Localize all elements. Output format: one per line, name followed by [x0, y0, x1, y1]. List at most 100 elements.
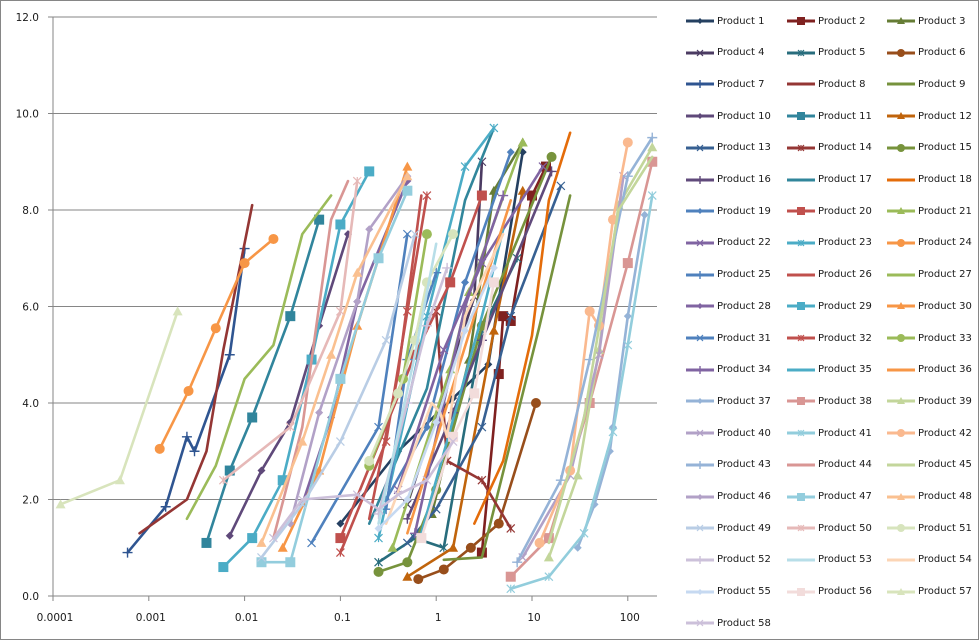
series-41	[506, 191, 657, 594]
legend-label: Product 38	[818, 395, 872, 407]
legend-swatch-icon	[787, 397, 815, 406]
legend-swatch-icon	[686, 429, 714, 437]
legend-swatch-icon	[787, 463, 815, 467]
legend-swatch-icon	[686, 334, 714, 342]
legend-swatch-icon	[686, 18, 714, 24]
legend-label: Product 26	[818, 269, 872, 281]
legend-item: Product 29	[786, 298, 872, 314]
series-11	[201, 214, 325, 548]
legend-label: Product 21	[918, 205, 972, 217]
legend-label: Product 17	[818, 174, 872, 185]
series-53	[377, 242, 438, 525]
legend-swatch-icon	[887, 558, 915, 562]
legend-item: Product 19	[685, 203, 771, 219]
legend-label: Product 48	[918, 491, 972, 502]
legend-item: Product 25	[685, 267, 771, 283]
legend-swatch-icon	[887, 273, 915, 277]
legend-label: Product 24	[918, 237, 972, 249]
legend-label: Product 13	[717, 142, 771, 154]
legend-item: Product 44	[786, 457, 872, 473]
legend-item: Product 38	[786, 393, 872, 409]
legend-swatch-icon	[887, 587, 915, 595]
legend-swatch-icon	[686, 80, 714, 89]
legend-item: Product 1	[685, 13, 765, 29]
legend-swatch-icon	[887, 178, 915, 181]
series-57	[55, 306, 183, 509]
y-tick-label: 4.0	[22, 398, 39, 410]
legend-item: Product 37	[685, 393, 771, 409]
legend-label: Product 53	[818, 554, 872, 566]
legend-swatch-icon	[787, 82, 815, 86]
legend-item: Product 39	[886, 393, 972, 409]
legend-swatch-icon	[887, 207, 915, 215]
legend-item: Product 33	[886, 330, 972, 346]
legend-swatch-icon	[686, 524, 714, 532]
legend-item: Product 45	[886, 457, 972, 473]
legend-label: Product 54	[918, 554, 972, 566]
y-tick-label: 2.0	[22, 495, 39, 507]
legend-swatch-icon	[787, 239, 815, 247]
legend-label: Product 30	[918, 300, 972, 312]
legend-swatch-icon	[787, 558, 815, 562]
legend-swatch-icon	[787, 17, 815, 25]
legend-item: Product 22	[685, 235, 771, 251]
legend-swatch-icon	[887, 334, 915, 342]
legend-swatch-icon	[686, 270, 714, 279]
legend-label: Product 12	[918, 110, 972, 122]
series-32	[335, 191, 432, 557]
legend-swatch-icon	[686, 460, 714, 469]
legend-item: Product 7	[685, 76, 765, 92]
y-tick-label: 8.0	[22, 205, 39, 217]
legend-label: Product 22	[717, 237, 771, 249]
legend-item: Product 40	[685, 425, 771, 441]
legend-label: Product 51	[918, 522, 972, 534]
legend-swatch-icon	[887, 143, 915, 152]
legend-item: Product 57	[886, 584, 972, 600]
legend-label: Product 10	[717, 110, 771, 122]
legend-swatch-icon	[686, 398, 714, 405]
x-tick-label: 1	[435, 612, 442, 624]
legend-item: Product 14	[786, 140, 872, 156]
series-48	[256, 171, 413, 547]
legend-item: Product 51	[886, 520, 972, 536]
legend-label: Product 19	[717, 205, 771, 217]
legend-item: Product 15	[886, 140, 972, 156]
legend-item: Product 58	[685, 615, 771, 631]
legend-label: Product 58	[717, 617, 771, 629]
series-56	[416, 277, 499, 544]
legend-item: Product 32	[786, 330, 872, 346]
legend-label: Product 41	[818, 427, 872, 439]
legend-item: Product 54	[886, 552, 972, 568]
legend-label: Product 25	[717, 269, 771, 281]
gridlines	[53, 16, 657, 500]
legend-item: Product 50	[786, 520, 872, 536]
legend-swatch-icon	[686, 555, 714, 564]
legend-label: Product 20	[818, 205, 872, 217]
legend-label: Product 5	[818, 47, 866, 59]
legend-label: Product 9	[918, 78, 966, 90]
legend-swatch-icon	[787, 334, 815, 342]
legend-swatch-icon	[887, 524, 915, 533]
legend-label: Product 15	[918, 142, 972, 154]
legend-item: Product 9	[886, 76, 966, 92]
legend-item: Product 10	[685, 108, 771, 124]
legend-swatch-icon	[686, 144, 714, 152]
series-17	[367, 126, 496, 525]
legend-swatch-icon	[887, 492, 915, 500]
legend-swatch-icon	[787, 273, 815, 277]
legend-label: Product 28	[717, 300, 771, 312]
legend-swatch-icon	[686, 365, 714, 374]
legend-label: Product 32	[818, 332, 872, 344]
legend-item: Product 13	[685, 140, 771, 156]
legend-label: Product 36	[918, 364, 972, 376]
legend-item: Product 53	[786, 552, 872, 568]
legend-label: Product 47	[818, 491, 872, 502]
legend-label: Product 16	[717, 174, 771, 185]
legend-item: Product 23	[786, 235, 872, 251]
legend-swatch-icon	[887, 302, 915, 310]
legend-item: Product 35	[786, 362, 872, 378]
legend-swatch-icon	[686, 113, 714, 120]
series-51	[364, 229, 459, 466]
